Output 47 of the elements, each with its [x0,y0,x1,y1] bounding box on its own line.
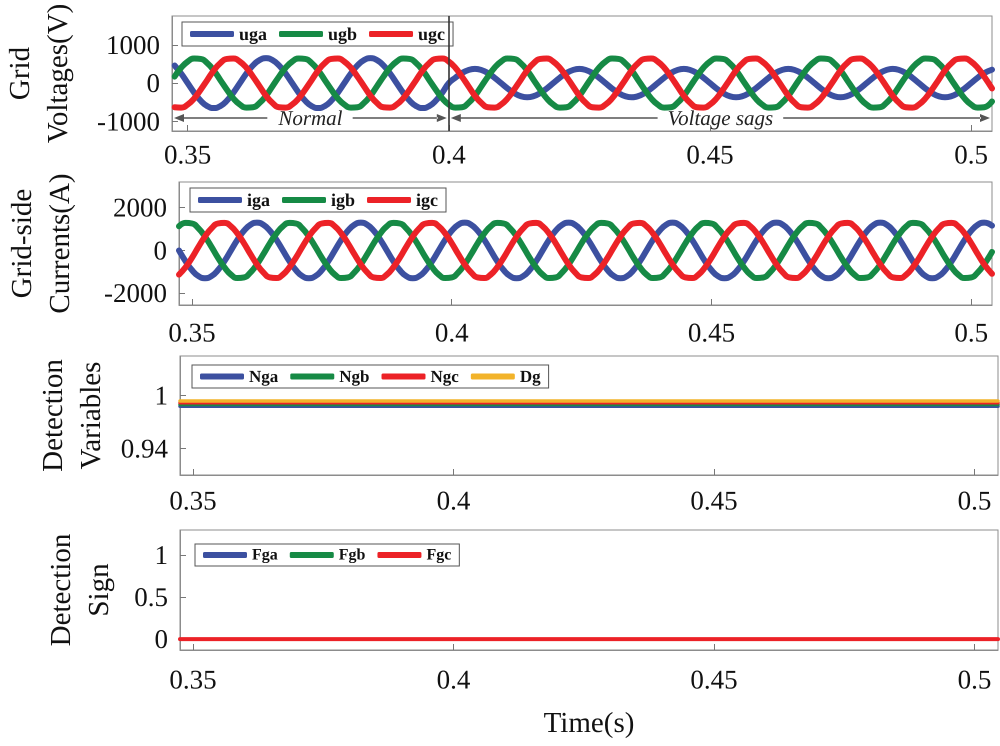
legend-label: Fgb [338,546,366,564]
y-tick-label: 1 [154,540,168,570]
y-tick-label: -1000 [97,106,160,136]
x-axis-title: Time(s) [544,707,634,739]
y-tick-label: 2000 [113,192,167,223]
x-tick-label: 0.5 [954,140,988,170]
x-tick-label: 0.35 [168,318,216,348]
annotation: Normal [277,106,343,130]
annotation: Voltage sags [668,106,774,130]
legend-label: Fga [252,546,278,564]
x-tick-label: 0.45 [686,140,734,170]
x-tick-label: 0.35 [164,140,212,170]
x-tick-label: 0.5 [954,318,988,348]
x-tick-label: 0.4 [436,486,471,516]
x-tick-label: 0.45 [690,486,738,516]
y-axis-title: Grid-side Currents(A) [6,173,76,314]
y-tick-label: 1000 [106,30,160,60]
y-tick-label: 0 [154,235,167,266]
legend-label: iga [247,190,270,210]
x-tick-label: 0.5 [958,664,992,694]
y-tick-label: 1 [154,380,168,411]
y-tick-label: 0 [146,68,160,98]
legend-label: ugc [418,24,446,44]
legend-label: Ngc [430,367,460,386]
legend-label: uga [239,24,268,44]
x-tick-label: 0.45 [688,318,736,348]
legend-label: Ngb [339,367,370,386]
y-tick-label: 0 [154,624,168,654]
x-tick-label: 0.45 [690,664,738,694]
x-tick-label: 0.5 [958,486,992,516]
y-axis-title: Detection Sign [45,533,115,646]
y-axis-title: Grid Voltages(V) [4,4,74,144]
legend-label: igc [416,190,438,210]
x-tick-label: 0.35 [169,486,217,516]
legend-label: ugb [328,24,358,44]
x-tick-label: 0.4 [436,664,471,694]
x-tick-label: 0.35 [169,664,217,694]
x-tick-label: 0.4 [432,140,466,170]
legend-label: Nga [249,367,279,386]
legend-label: Fgc [426,546,452,564]
x-tick-label: 0.4 [434,318,470,348]
y-tick-label: -2000 [104,278,167,308]
y-tick-label: 0.94 [120,434,168,464]
y-tick-label: 0.5 [134,582,168,612]
y-axis-title: Detection Variables [37,358,107,472]
legend-label: Dg [520,367,542,386]
legend-label: igb [331,190,356,210]
